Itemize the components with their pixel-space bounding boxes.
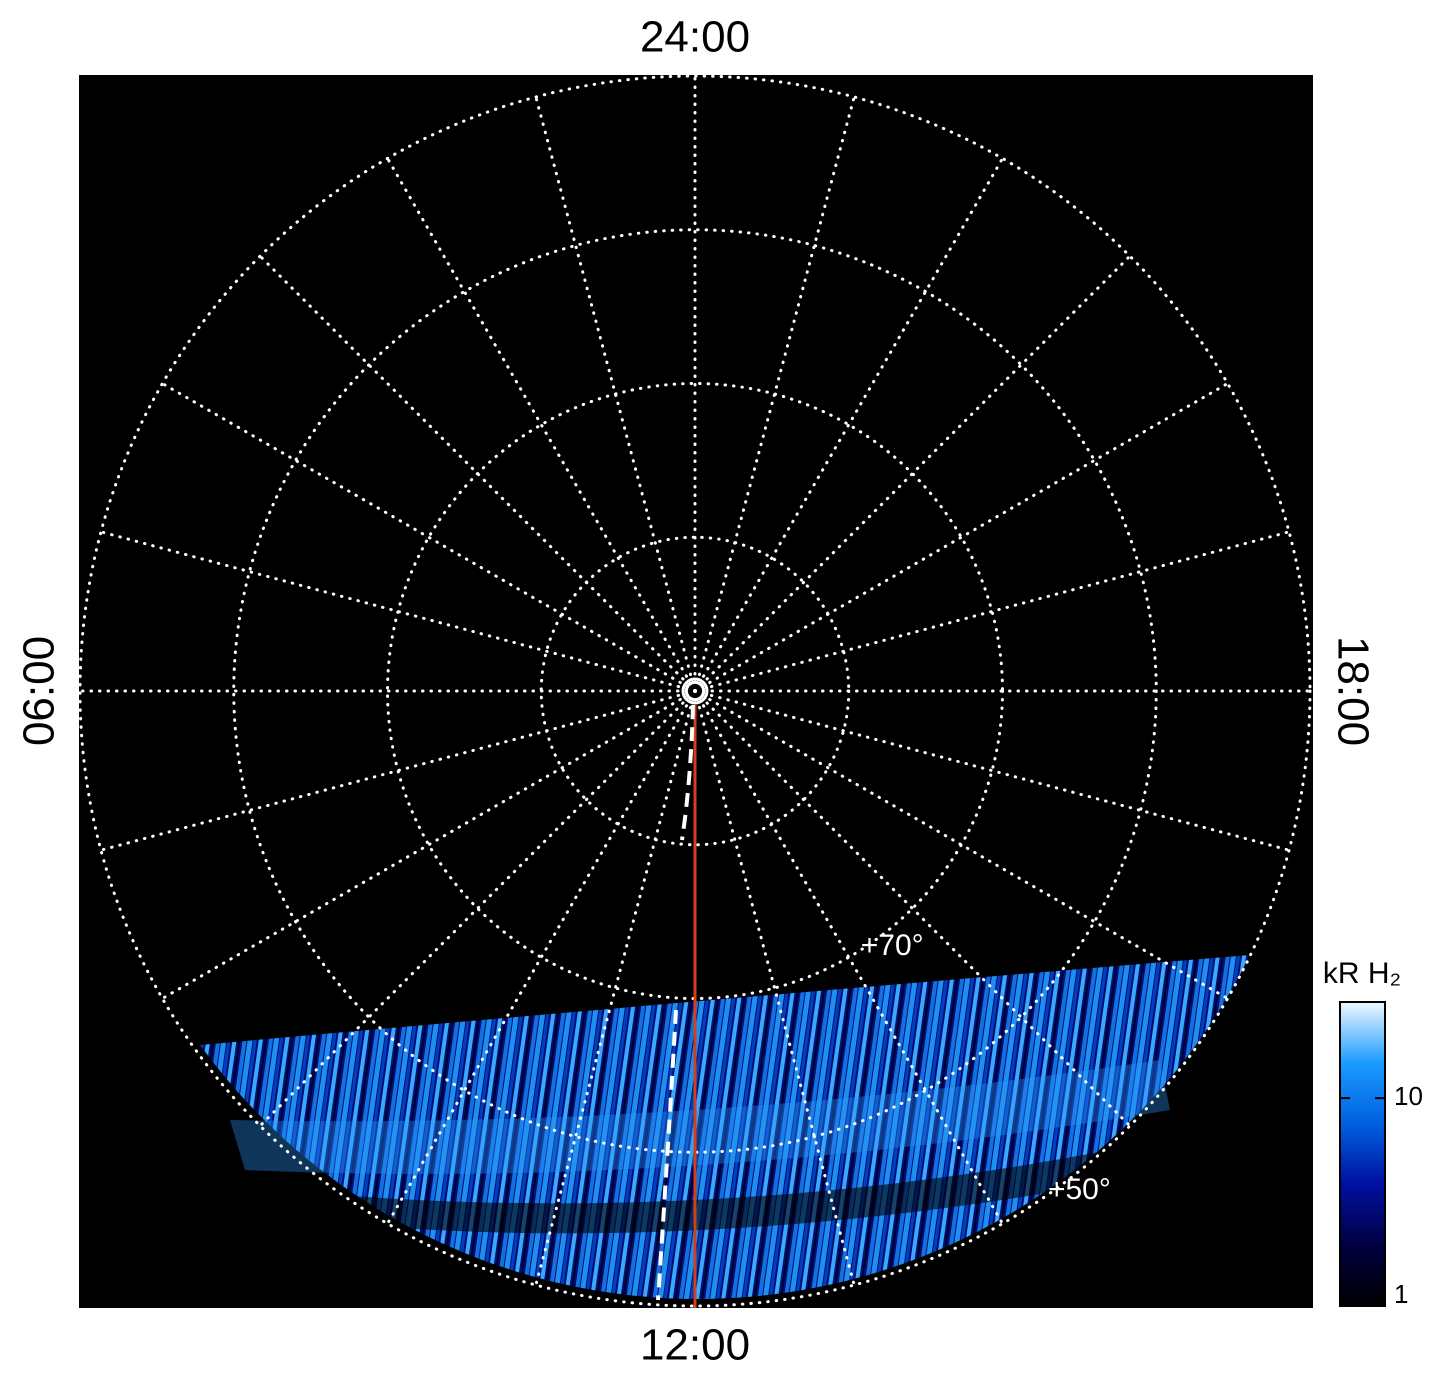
dashed-track: [680, 704, 695, 841]
meridian-line: [693, 530, 1291, 693]
latitude-label: +70°: [861, 929, 924, 962]
latitude-circle: [78, 74, 1312, 1308]
mlt-label: 12:00: [640, 1321, 750, 1370]
pole-marker: [681, 677, 709, 705]
meridian-line: [160, 382, 697, 693]
colorbar-tick-label: 1: [1394, 1279, 1408, 1309]
mlt-label: 06:00: [15, 636, 64, 746]
meridian-line: [693, 689, 1132, 1128]
meridian-line: [693, 254, 1132, 693]
meridian-line: [693, 689, 1230, 1000]
meridian-line: [258, 689, 697, 1128]
emission-arc: [230, 1060, 1170, 1174]
mlt-label: 24:00: [640, 13, 750, 62]
colorbar: [1339, 1001, 1386, 1307]
latitude-label: +50°: [1048, 1173, 1111, 1206]
meridian-line: [386, 156, 697, 693]
meridian-line: [258, 254, 697, 693]
colorbar-tick-label: 10: [1394, 1081, 1423, 1111]
meridian-line: [693, 689, 1004, 1226]
mlt-label: 18:00: [1328, 636, 1377, 746]
meridian-line: [693, 689, 856, 1287]
colorbar-title: kR H₂: [1323, 957, 1401, 990]
aurora: [200, 955, 1250, 1300]
meridian-line: [693, 95, 856, 693]
meridian-line: [693, 689, 1291, 852]
meridian-line: [160, 689, 697, 1000]
meridian-line: [693, 382, 1230, 693]
meridian-line: [99, 689, 697, 852]
meridian-line: [534, 689, 697, 1287]
meridian-line: [534, 95, 697, 693]
meridian-line: [99, 530, 697, 693]
meridian-line: [386, 689, 697, 1226]
meridian-line: [693, 156, 1004, 693]
grid: [78, 74, 1312, 1308]
emission-gap: [280, 1150, 1120, 1234]
dashed-track: [656, 1009, 678, 1301]
